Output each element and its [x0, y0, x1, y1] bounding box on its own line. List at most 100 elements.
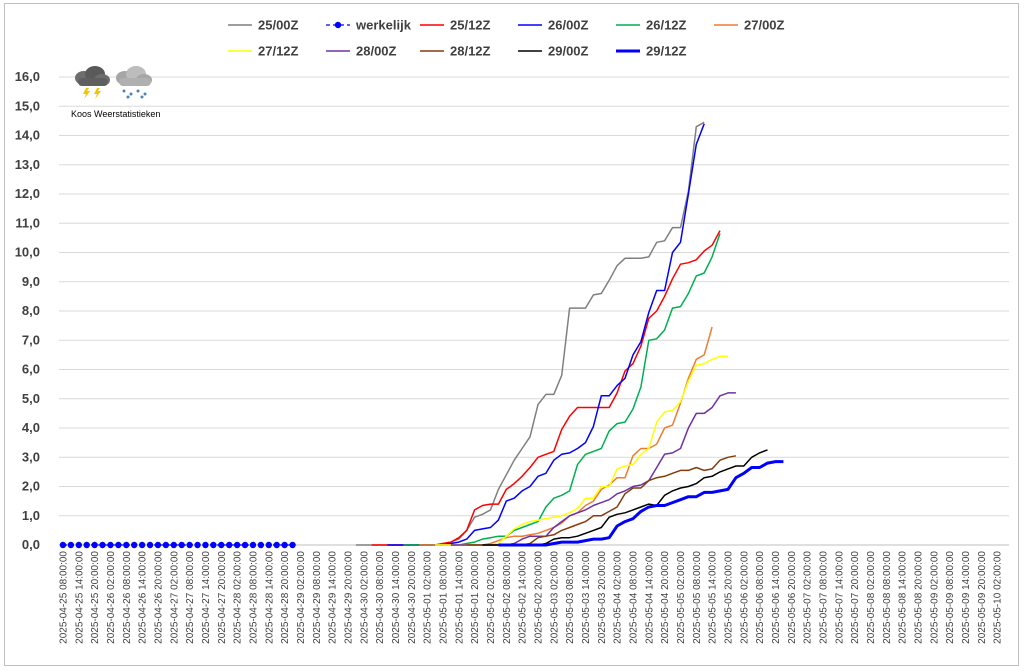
y-tick-label: 16,0: [15, 69, 40, 84]
x-tick-label: 2025-05-09 08:00:00: [945, 551, 956, 644]
chart-frame: [4, 3, 1019, 666]
legend-item: 28/12Z: [420, 44, 491, 59]
x-tick-label: 2025-05-01 08:00:00: [438, 551, 449, 644]
y-tick-label: 15,0: [15, 98, 40, 113]
legend-label: 27/12Z: [258, 44, 299, 59]
x-tick-label: 2025-05-06 08:00:00: [755, 551, 766, 644]
werkelijk-point: [178, 541, 185, 549]
x-tick-label: 2025-04-30 02:00:00: [359, 551, 370, 644]
x-tick-label: 2025-05-07 20:00:00: [850, 551, 861, 644]
series-line-10: [498, 460, 784, 547]
legend-label: 29/00Z: [548, 44, 589, 59]
werkelijk-point: [249, 541, 257, 549]
y-tick-label: 11,0: [15, 215, 40, 230]
werkelijk-point: [257, 541, 265, 549]
legend-marker: [334, 21, 342, 29]
x-tick-label: 2025-05-05 02:00:00: [676, 551, 687, 644]
legend-item: werkelijk: [326, 18, 412, 33]
y-tick-label: 14,0: [15, 128, 40, 143]
werkelijk-point: [131, 541, 138, 549]
snow-cloud-icon: [116, 66, 152, 99]
werkelijk-point: [115, 541, 122, 549]
x-axis-ticks: 2025-04-25 08:00:00 2025-04-25 14:00:00 20…: [58, 551, 1003, 644]
x-tick-label: 2025-04-25 14:00:00: [74, 551, 85, 644]
x-tick-label: 2025-05-09 14:00:00: [961, 551, 972, 644]
x-tick-label: 2025-05-08 08:00:00: [882, 551, 893, 644]
y-tick-label: 9,0: [22, 274, 40, 289]
legend-label: 28/12Z: [450, 44, 491, 59]
x-tick-label: 2025-04-26 14:00:00: [138, 551, 149, 644]
series-line-5: [419, 326, 713, 546]
werkelijk-point: [210, 541, 217, 549]
x-tick-label: 2025-05-04 02:00:00: [613, 551, 624, 644]
x-tick-label: 2025-04-29 20:00:00: [343, 551, 354, 644]
y-axis-ticks: 0,0 1,0 2,0 3,0 4,0 5,0 6,0 7,0 8,0 9,0 10,0 11,0 12…: [15, 69, 40, 552]
x-tick-label: 2025-04-28 02:00:00: [233, 551, 244, 644]
x-tick-label: 2025-05-09 20:00:00: [977, 551, 988, 644]
legend-label: 28/00Z: [356, 44, 397, 59]
werkelijk-point: [281, 541, 288, 549]
x-tick-label: 2025-05-05 08:00:00: [692, 551, 703, 644]
x-tick-label: 2025-04-28 14:00:00: [264, 551, 275, 644]
x-tick-label: 2025-05-06 20:00:00: [787, 551, 798, 644]
werkelijk-point: [194, 541, 201, 549]
y-tick-label: 1,0: [22, 508, 40, 523]
x-tick-label: 2025-05-07 14:00:00: [834, 551, 845, 644]
werkelijk-point: [226, 541, 233, 549]
werkelijk-point: [123, 541, 130, 549]
y-tick-label: 7,0: [22, 332, 40, 347]
logo: Koos Weerstatistieken: [71, 66, 160, 119]
x-tick-label: 2025-04-26 08:00:00: [122, 551, 133, 644]
series-line-3: [387, 123, 705, 546]
werkelijk-point: [91, 541, 98, 549]
x-tick-label: 2025-05-05 20:00:00: [723, 551, 734, 644]
x-tick-label: 2025-05-08 20:00:00: [913, 551, 924, 644]
x-tick-label: 2025-04-25 20:00:00: [90, 551, 101, 644]
x-tick-label: 2025-05-02 02:00:00: [486, 551, 497, 644]
x-tick-label: 2025-04-30 08:00:00: [375, 551, 386, 644]
x-tick-label: 2025-05-03 08:00:00: [565, 551, 576, 644]
legend-item: 29/00Z: [518, 44, 589, 59]
x-tick-label: 2025-05-04 14:00:00: [644, 551, 655, 644]
legend-label: 27/00Z: [744, 18, 785, 33]
werkelijk-point: [289, 541, 296, 549]
werkelijk-point: [107, 541, 114, 549]
legend-label: werkelijk: [355, 18, 412, 33]
y-tick-label: 5,0: [22, 391, 40, 406]
werkelijk-point: [162, 541, 170, 549]
x-tick-label: 2025-05-02 20:00:00: [533, 551, 544, 644]
x-tick-label: 2025-05-08 02:00:00: [866, 551, 877, 644]
x-tick-label: 2025-04-29 08:00:00: [312, 551, 323, 644]
werkelijk-point: [146, 541, 154, 549]
werkelijk-point: [273, 541, 280, 549]
legend-label: 25/00Z: [258, 18, 299, 33]
y-tick-label: 10,0: [15, 245, 40, 260]
logo-text: Koos Weerstatistieken: [71, 109, 160, 119]
x-tick-label: 2025-05-02 08:00:00: [502, 551, 513, 644]
x-tick-label: 2025-05-10 02:00:00: [993, 551, 1004, 644]
werkelijk-point: [241, 541, 249, 549]
y-tick-label: 4,0: [22, 420, 40, 435]
y-tick-label: 8,0: [22, 303, 40, 318]
legend-label: 25/12Z: [450, 18, 491, 33]
x-tick-label: 2025-05-06 14:00:00: [771, 551, 782, 644]
werkelijk-point: [59, 541, 67, 549]
werkelijk-point: [83, 541, 90, 549]
x-tick-label: 2025-04-29 02:00:00: [296, 551, 307, 644]
series-line-0: [355, 121, 705, 546]
werkelijk-point: [138, 541, 146, 549]
x-tick-label: 2025-04-25 08:00:00: [58, 551, 69, 644]
werkelijk-point: [75, 541, 82, 549]
x-tick-label: 2025-05-07 02:00:00: [803, 551, 814, 644]
legend-item: 26/00Z: [518, 18, 589, 33]
x-tick-label: 2025-05-09 02:00:00: [929, 551, 940, 644]
legend-item: 27/12Z: [228, 44, 299, 59]
x-tick-label: 2025-04-27 14:00:00: [201, 551, 212, 644]
legend-label: 26/00Z: [548, 18, 589, 33]
x-tick-label: 2025-05-01 02:00:00: [423, 551, 434, 644]
series-line-6: [435, 355, 728, 546]
y-tick-label: 3,0: [22, 449, 40, 464]
x-tick-label: 2025-05-05 14:00:00: [708, 551, 719, 644]
y-tick-label: 13,0: [15, 157, 40, 172]
